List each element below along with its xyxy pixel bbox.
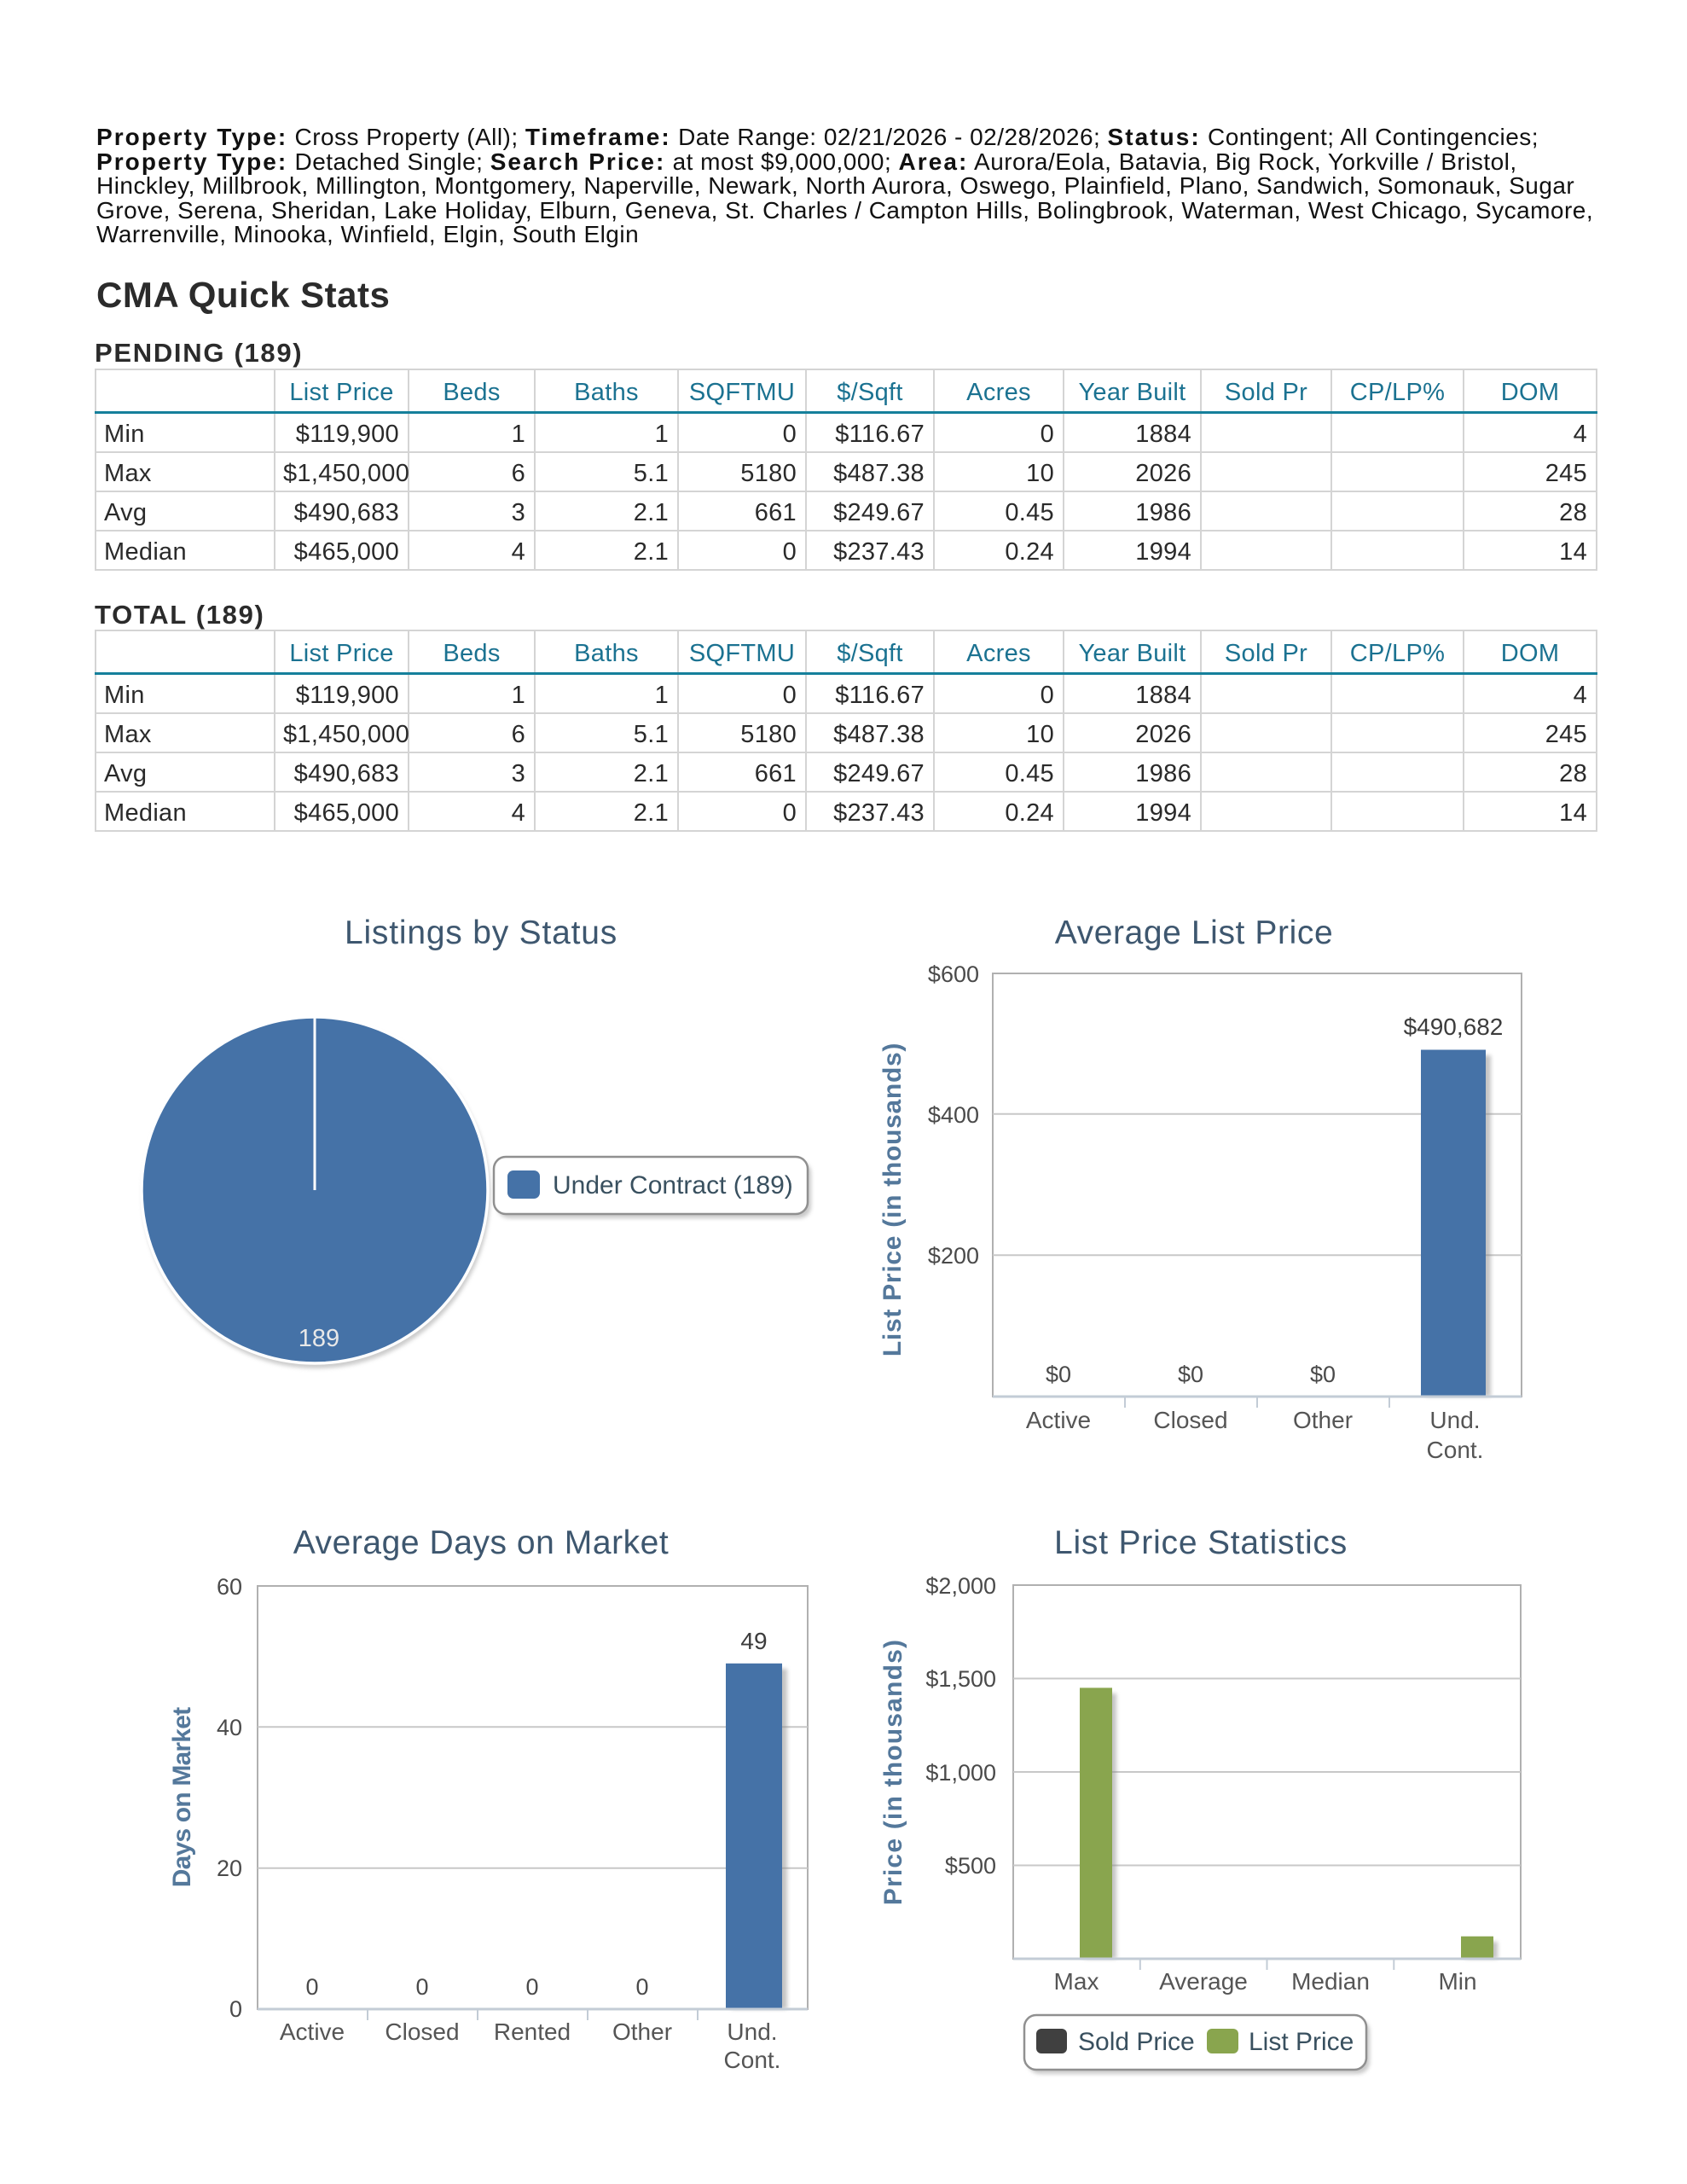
svg-text:$400: $400 [928, 1102, 979, 1128]
svg-text:0: 0 [305, 1974, 318, 2000]
svg-text:$2,000: $2,000 [925, 1573, 996, 1599]
svg-text:List Price Statistics: List Price Statistics [1054, 1525, 1348, 1561]
svg-text:$490,682: $490,682 [1404, 1014, 1504, 1040]
svg-text:Closed: Closed [385, 2018, 459, 2045]
svg-text:$0: $0 [1310, 1362, 1336, 1387]
svg-text:$600: $600 [928, 961, 979, 987]
svg-text:Price (in thousands): Price (in thousands) [879, 1639, 907, 1905]
svg-text:Under Contract (189): Under Contract (189) [553, 1171, 793, 1199]
svg-text:0: 0 [415, 1974, 428, 2000]
svg-text:0: 0 [635, 1974, 648, 2000]
svg-text:189: 189 [299, 1325, 339, 1352]
svg-text:$1,000: $1,000 [925, 1760, 996, 1786]
svg-text:List Price: List Price [1249, 2028, 1354, 2056]
svg-text:Median: Median [1291, 1968, 1370, 1995]
svg-text:60: 60 [217, 1574, 242, 1600]
svg-text:Und.: Und. [727, 2018, 777, 2045]
svg-text:Average: Average [1159, 1968, 1248, 1995]
svg-text:Min: Min [1438, 1968, 1476, 1995]
svg-text:Rented: Rented [494, 2018, 571, 2045]
svg-text:$0: $0 [1178, 1362, 1203, 1387]
svg-text:$1,500: $1,500 [925, 1666, 996, 1692]
svg-text:20: 20 [217, 1856, 242, 1881]
svg-text:Other: Other [612, 2018, 672, 2045]
svg-text:$200: $200 [928, 1243, 979, 1269]
svg-text:Closed: Closed [1153, 1407, 1227, 1433]
svg-text:Active: Active [280, 2018, 345, 2045]
svg-text:List Price (in thousands): List Price (in thousands) [878, 1043, 907, 1356]
svg-text:Average List Price: Average List Price [1055, 915, 1334, 951]
svg-text:0: 0 [229, 1996, 242, 2022]
svg-text:Und.: Und. [1429, 1407, 1480, 1433]
svg-text:Days on Market: Days on Market [168, 1707, 196, 1887]
svg-text:Sold Price: Sold Price [1078, 2028, 1195, 2056]
svg-text:$500: $500 [945, 1853, 996, 1879]
svg-text:40: 40 [217, 1715, 242, 1740]
svg-text:Listings by Status: Listings by Status [345, 915, 617, 951]
svg-text:0: 0 [525, 1974, 538, 2000]
svg-text:Active: Active [1026, 1407, 1091, 1433]
svg-text:49: 49 [740, 1628, 767, 1654]
svg-text:Other: Other [1293, 1407, 1353, 1433]
svg-text:$0: $0 [1046, 1362, 1071, 1387]
svg-text:Max: Max [1054, 1968, 1099, 1995]
svg-text:Cont.: Cont. [724, 2047, 781, 2073]
svg-text:Average Days on Market: Average Days on Market [293, 1525, 670, 1561]
svg-text:Cont.: Cont. [1427, 1437, 1484, 1463]
